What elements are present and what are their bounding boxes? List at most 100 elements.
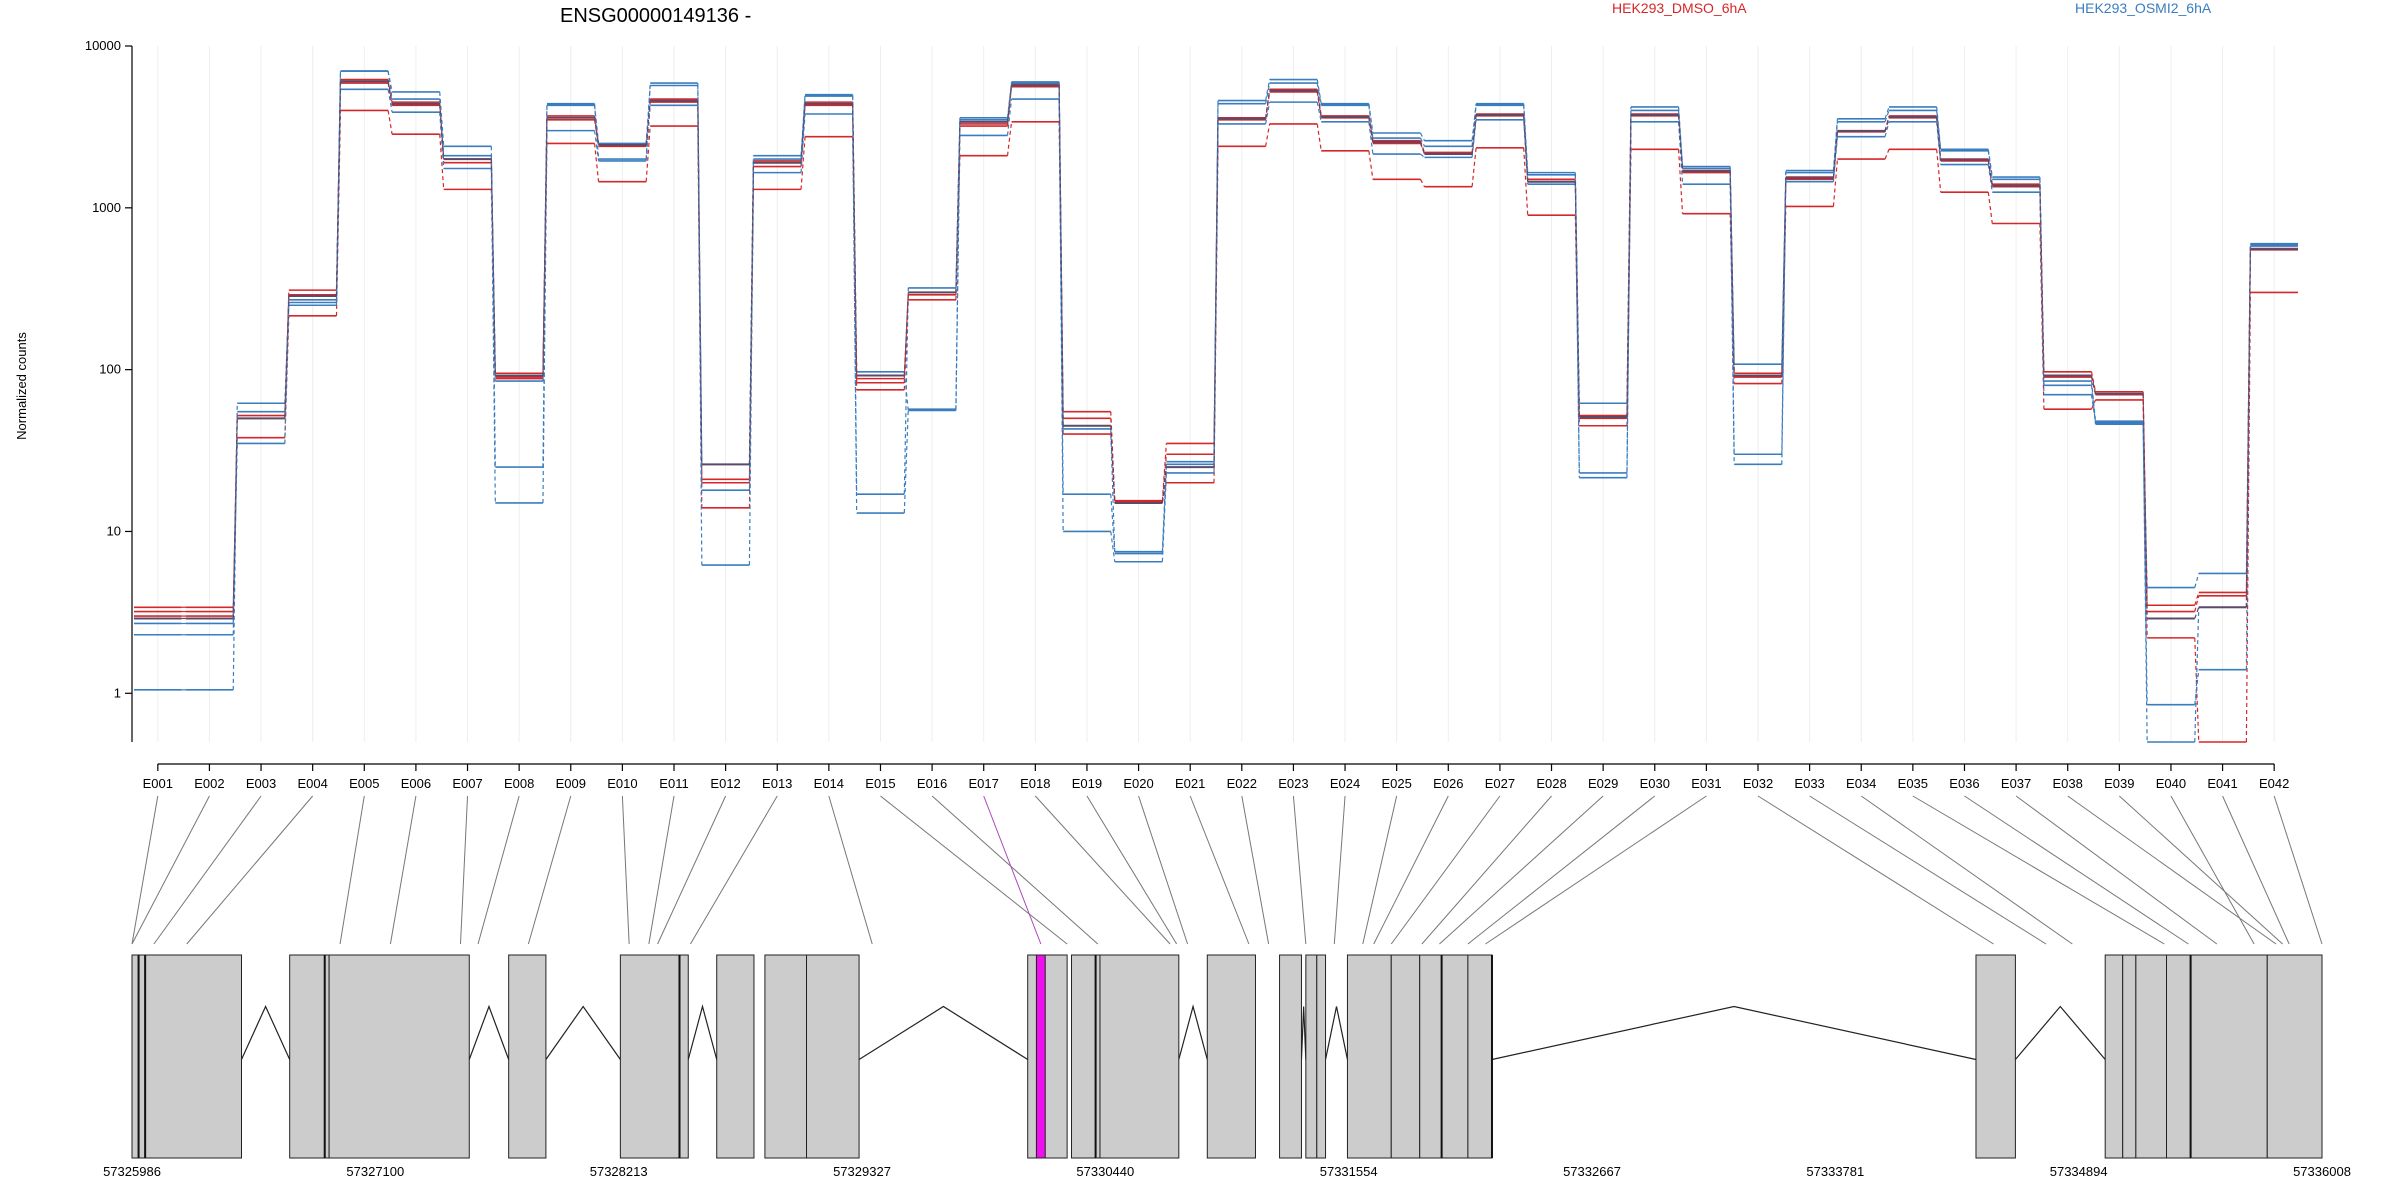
- series-connector: [1316, 101, 1322, 122]
- series-connector: [490, 155, 496, 382]
- x-tick-label-E022: E022: [1227, 776, 1257, 791]
- intron-line: [468, 1004, 510, 1060]
- series-connector: [1161, 467, 1167, 504]
- exon-block: [1206, 954, 1256, 1159]
- gene-model: 57325986 57327100 57328213 57329327 57330440…: [103, 954, 2351, 1179]
- series-connector: [1161, 464, 1167, 554]
- series-connector: [232, 418, 238, 619]
- series-connector: [1523, 147, 1529, 216]
- connector-E011: [648, 795, 675, 945]
- y-tick-label: 1: [114, 685, 121, 700]
- y-tick-label: 10: [107, 523, 121, 538]
- connector-E026: [1373, 795, 1449, 945]
- series-connector: [2194, 573, 2200, 588]
- x-tick-label-E028: E028: [1536, 776, 1566, 791]
- series-connector: [1884, 121, 1890, 137]
- series-connector: [593, 117, 600, 145]
- series-connector: [542, 105, 548, 382]
- x-tick-label-E012: E012: [710, 776, 740, 791]
- series-connector: [439, 103, 445, 160]
- connector-E019: [1086, 795, 1178, 945]
- series-connector: [1729, 168, 1735, 455]
- intron-line: [1491, 1005, 1977, 1061]
- x-tick-label-E007: E007: [452, 776, 482, 791]
- series-connector: [1987, 150, 1993, 180]
- series-connector: [955, 117, 961, 288]
- series-connector: [2039, 186, 2045, 378]
- intron-line: [858, 1005, 1029, 1061]
- connector-E003: [153, 795, 262, 945]
- intron-line: [2014, 1005, 2106, 1060]
- coordinate-label: 57325986: [103, 1164, 161, 1179]
- series-connector: [955, 121, 961, 293]
- series-connector: [1265, 82, 1271, 104]
- series-connector: [1419, 179, 1426, 188]
- x-tick-label-E031: E031: [1691, 776, 1721, 791]
- exon-block: [1390, 954, 1421, 1159]
- x-tick-label-E033: E033: [1794, 776, 1824, 791]
- series-connector: [1987, 192, 1993, 224]
- series-connector: [1574, 184, 1580, 473]
- series-connector: [1936, 121, 1942, 165]
- series-connector: [1987, 164, 1993, 193]
- series-connector: [748, 159, 755, 566]
- x-tick-label-E021: E021: [1175, 776, 1205, 791]
- connector-E023: [1292, 795, 1307, 945]
- series-connector: [2194, 607, 2200, 619]
- series-connector: [645, 105, 651, 161]
- series-connector: [1781, 181, 1787, 465]
- x-tick-label-E030: E030: [1640, 776, 1670, 791]
- x-tick-label-E005: E005: [349, 776, 379, 791]
- connector-E024: [1333, 795, 1346, 945]
- series-connector: [2142, 393, 2148, 619]
- series-connector: [1265, 123, 1271, 147]
- x-tick-label-E010: E010: [607, 776, 637, 791]
- gridlines: [157, 46, 2275, 742]
- connector-E034: [1860, 795, 2073, 945]
- series-connector: [593, 130, 600, 161]
- series-connector: [903, 292, 909, 379]
- x-tick-label-E014: E014: [814, 776, 844, 791]
- series-connector: [800, 113, 806, 173]
- connector-E025: [1362, 795, 1398, 945]
- series-lines: [134, 70, 2298, 743]
- connector-E037: [2015, 795, 2218, 945]
- series-connector: [1987, 159, 1993, 185]
- series-connector: [2194, 669, 2200, 705]
- exon-block: [1975, 954, 2016, 1159]
- connector-E029: [1439, 795, 1604, 945]
- series-connector: [1626, 114, 1632, 417]
- series-connector: [1884, 106, 1890, 119]
- series-connector: [903, 287, 909, 495]
- series-connector: [903, 409, 909, 514]
- x-tick-label-E015: E015: [865, 776, 895, 791]
- series-connector: [439, 112, 445, 169]
- series-connector: [1884, 149, 1890, 160]
- connector-E030: [1467, 795, 1656, 945]
- series-connector: [1368, 150, 1374, 180]
- series-connector: [2039, 223, 2045, 410]
- x-tick-label-E006: E006: [401, 776, 431, 791]
- series-connector: [1058, 83, 1064, 429]
- series-connector: [1110, 494, 1116, 552]
- series-connector: [387, 82, 393, 106]
- series-connector: [1058, 85, 1064, 426]
- series-connector: [1006, 121, 1013, 156]
- series-connector: [387, 81, 393, 104]
- x-tick-label-E003: E003: [246, 776, 276, 791]
- x-tick-label-E004: E004: [297, 776, 327, 791]
- x-tick-label-E016: E016: [917, 776, 947, 791]
- series-connector: [2194, 592, 2200, 606]
- series-connector: [748, 162, 755, 465]
- x-tick-label-E036: E036: [1949, 776, 1979, 791]
- x-tick-label-E008: E008: [504, 776, 534, 791]
- x-tick-label-E034: E034: [1846, 776, 1876, 791]
- series-connector: [1265, 90, 1271, 119]
- exon-block: [289, 954, 330, 1159]
- series-connector: [1006, 83, 1013, 120]
- series-connector: [1832, 131, 1839, 178]
- intron-line: [1324, 1006, 1349, 1060]
- x-tick-label-E023: E023: [1278, 776, 1308, 791]
- connector-E032: [1757, 795, 1994, 945]
